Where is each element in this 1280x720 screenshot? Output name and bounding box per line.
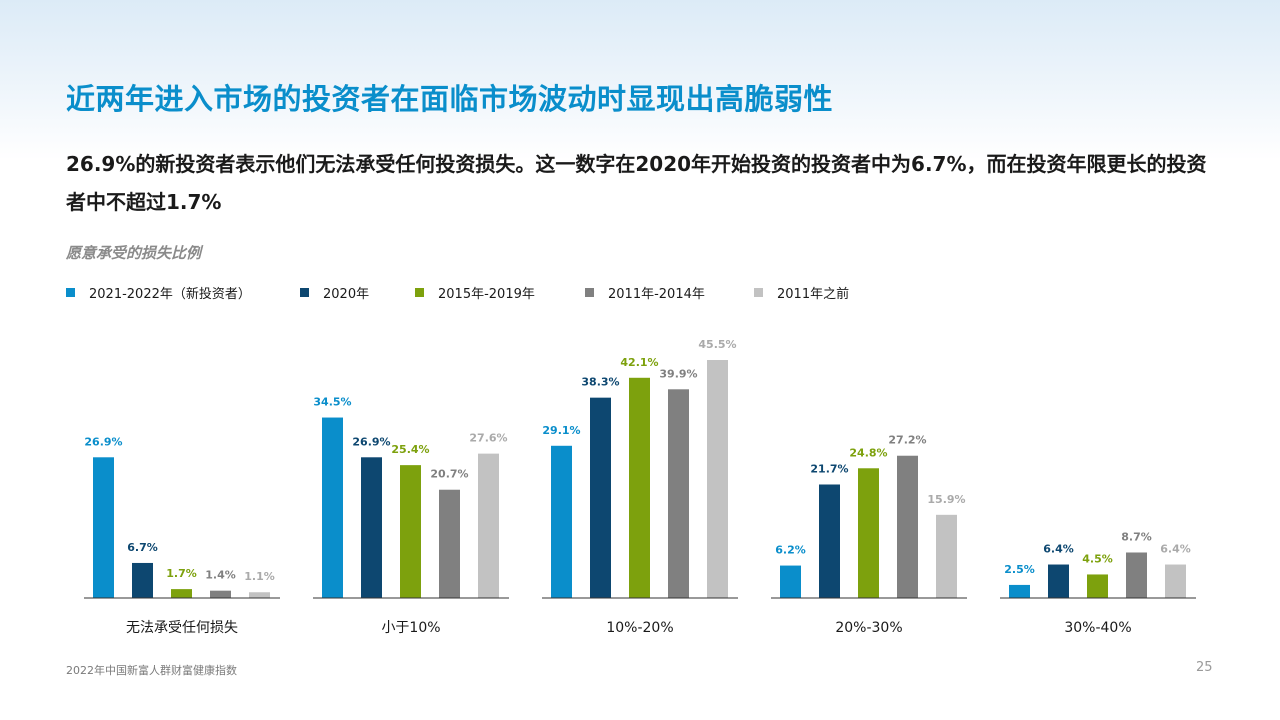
data-label: 21.7%: [810, 462, 848, 475]
bar: [1009, 584, 1030, 598]
bar: [780, 565, 801, 598]
bar: [171, 589, 192, 598]
bar: [1126, 552, 1147, 598]
data-label: 1.4%: [205, 569, 236, 582]
data-label: 6.7%: [127, 541, 158, 554]
bar: [93, 457, 114, 598]
data-label: 27.2%: [888, 434, 926, 447]
data-label: 6.2%: [775, 544, 806, 557]
data-label: 20.7%: [430, 468, 468, 481]
bar: [858, 468, 879, 598]
category-label: 无法承受任何损失: [126, 620, 238, 636]
bar: [1048, 564, 1069, 598]
legend-label: 2011年之前: [777, 287, 850, 302]
category-label: 20%-30%: [835, 620, 902, 636]
category-label: 30%-40%: [1064, 620, 1131, 636]
data-label: 8.7%: [1121, 530, 1152, 543]
data-label: 2.5%: [1004, 563, 1035, 576]
bar: [629, 377, 650, 598]
bar: [1087, 574, 1108, 598]
bar: [210, 590, 231, 598]
bar: [936, 514, 957, 598]
data-label: 1.1%: [244, 570, 275, 583]
legend-label: 2021-2022年（新投资者）: [89, 287, 251, 302]
legend-label: 2015年-2019年: [438, 287, 535, 302]
bar: [707, 360, 728, 598]
bar: [668, 389, 689, 598]
data-label: 24.8%: [849, 446, 887, 459]
footer-source: 2022年中国新富人群财富健康指数: [66, 664, 237, 677]
data-label: 34.5%: [313, 396, 351, 409]
bar: [590, 397, 611, 598]
data-label: 26.9%: [352, 435, 390, 448]
legend-label: 2020年: [323, 287, 370, 302]
bar: [1165, 564, 1186, 598]
legend-label: 2011年-2014年: [608, 287, 705, 302]
bar: [819, 484, 840, 598]
data-label: 15.9%: [927, 493, 965, 506]
bar: [322, 417, 343, 598]
legend-swatch: [415, 288, 424, 297]
data-label: 6.4%: [1160, 543, 1191, 556]
legend-swatch: [300, 288, 309, 297]
category-label: 小于10%: [381, 620, 440, 636]
legend-swatch: [66, 288, 75, 297]
bar: [897, 455, 918, 598]
data-label: 4.5%: [1082, 552, 1113, 565]
data-label: 25.4%: [391, 443, 429, 456]
bar: [551, 445, 572, 598]
data-label: 45.5%: [698, 338, 736, 351]
category-label: 10%-20%: [606, 620, 673, 636]
page-title: 近两年进入市场的投资者在面临市场波动时显现出高脆弱性: [66, 82, 834, 116]
bar: [132, 562, 153, 598]
data-label: 29.1%: [542, 424, 580, 437]
page-subtitle: 26.9%的新投资者表示他们无法承受任何投资损失。这一数字在2020年开始投资的…: [66, 152, 1207, 214]
legend-swatch: [585, 288, 594, 297]
header-background: [0, 0, 1280, 160]
bar: [439, 489, 460, 598]
data-label: 42.1%: [620, 356, 658, 369]
legend-swatch: [754, 288, 763, 297]
data-label: 6.4%: [1043, 543, 1074, 556]
data-label: 38.3%: [581, 376, 619, 389]
page-number: 25: [1196, 660, 1213, 675]
bar: [249, 592, 270, 598]
data-label: 1.7%: [166, 567, 197, 580]
data-label: 27.6%: [469, 432, 507, 445]
chart-title: 愿意承受的损失比例: [66, 244, 202, 262]
data-label: 39.9%: [659, 367, 697, 380]
bar: [400, 465, 421, 598]
bar: [478, 453, 499, 598]
data-label: 26.9%: [84, 435, 122, 448]
bar: [361, 457, 382, 598]
